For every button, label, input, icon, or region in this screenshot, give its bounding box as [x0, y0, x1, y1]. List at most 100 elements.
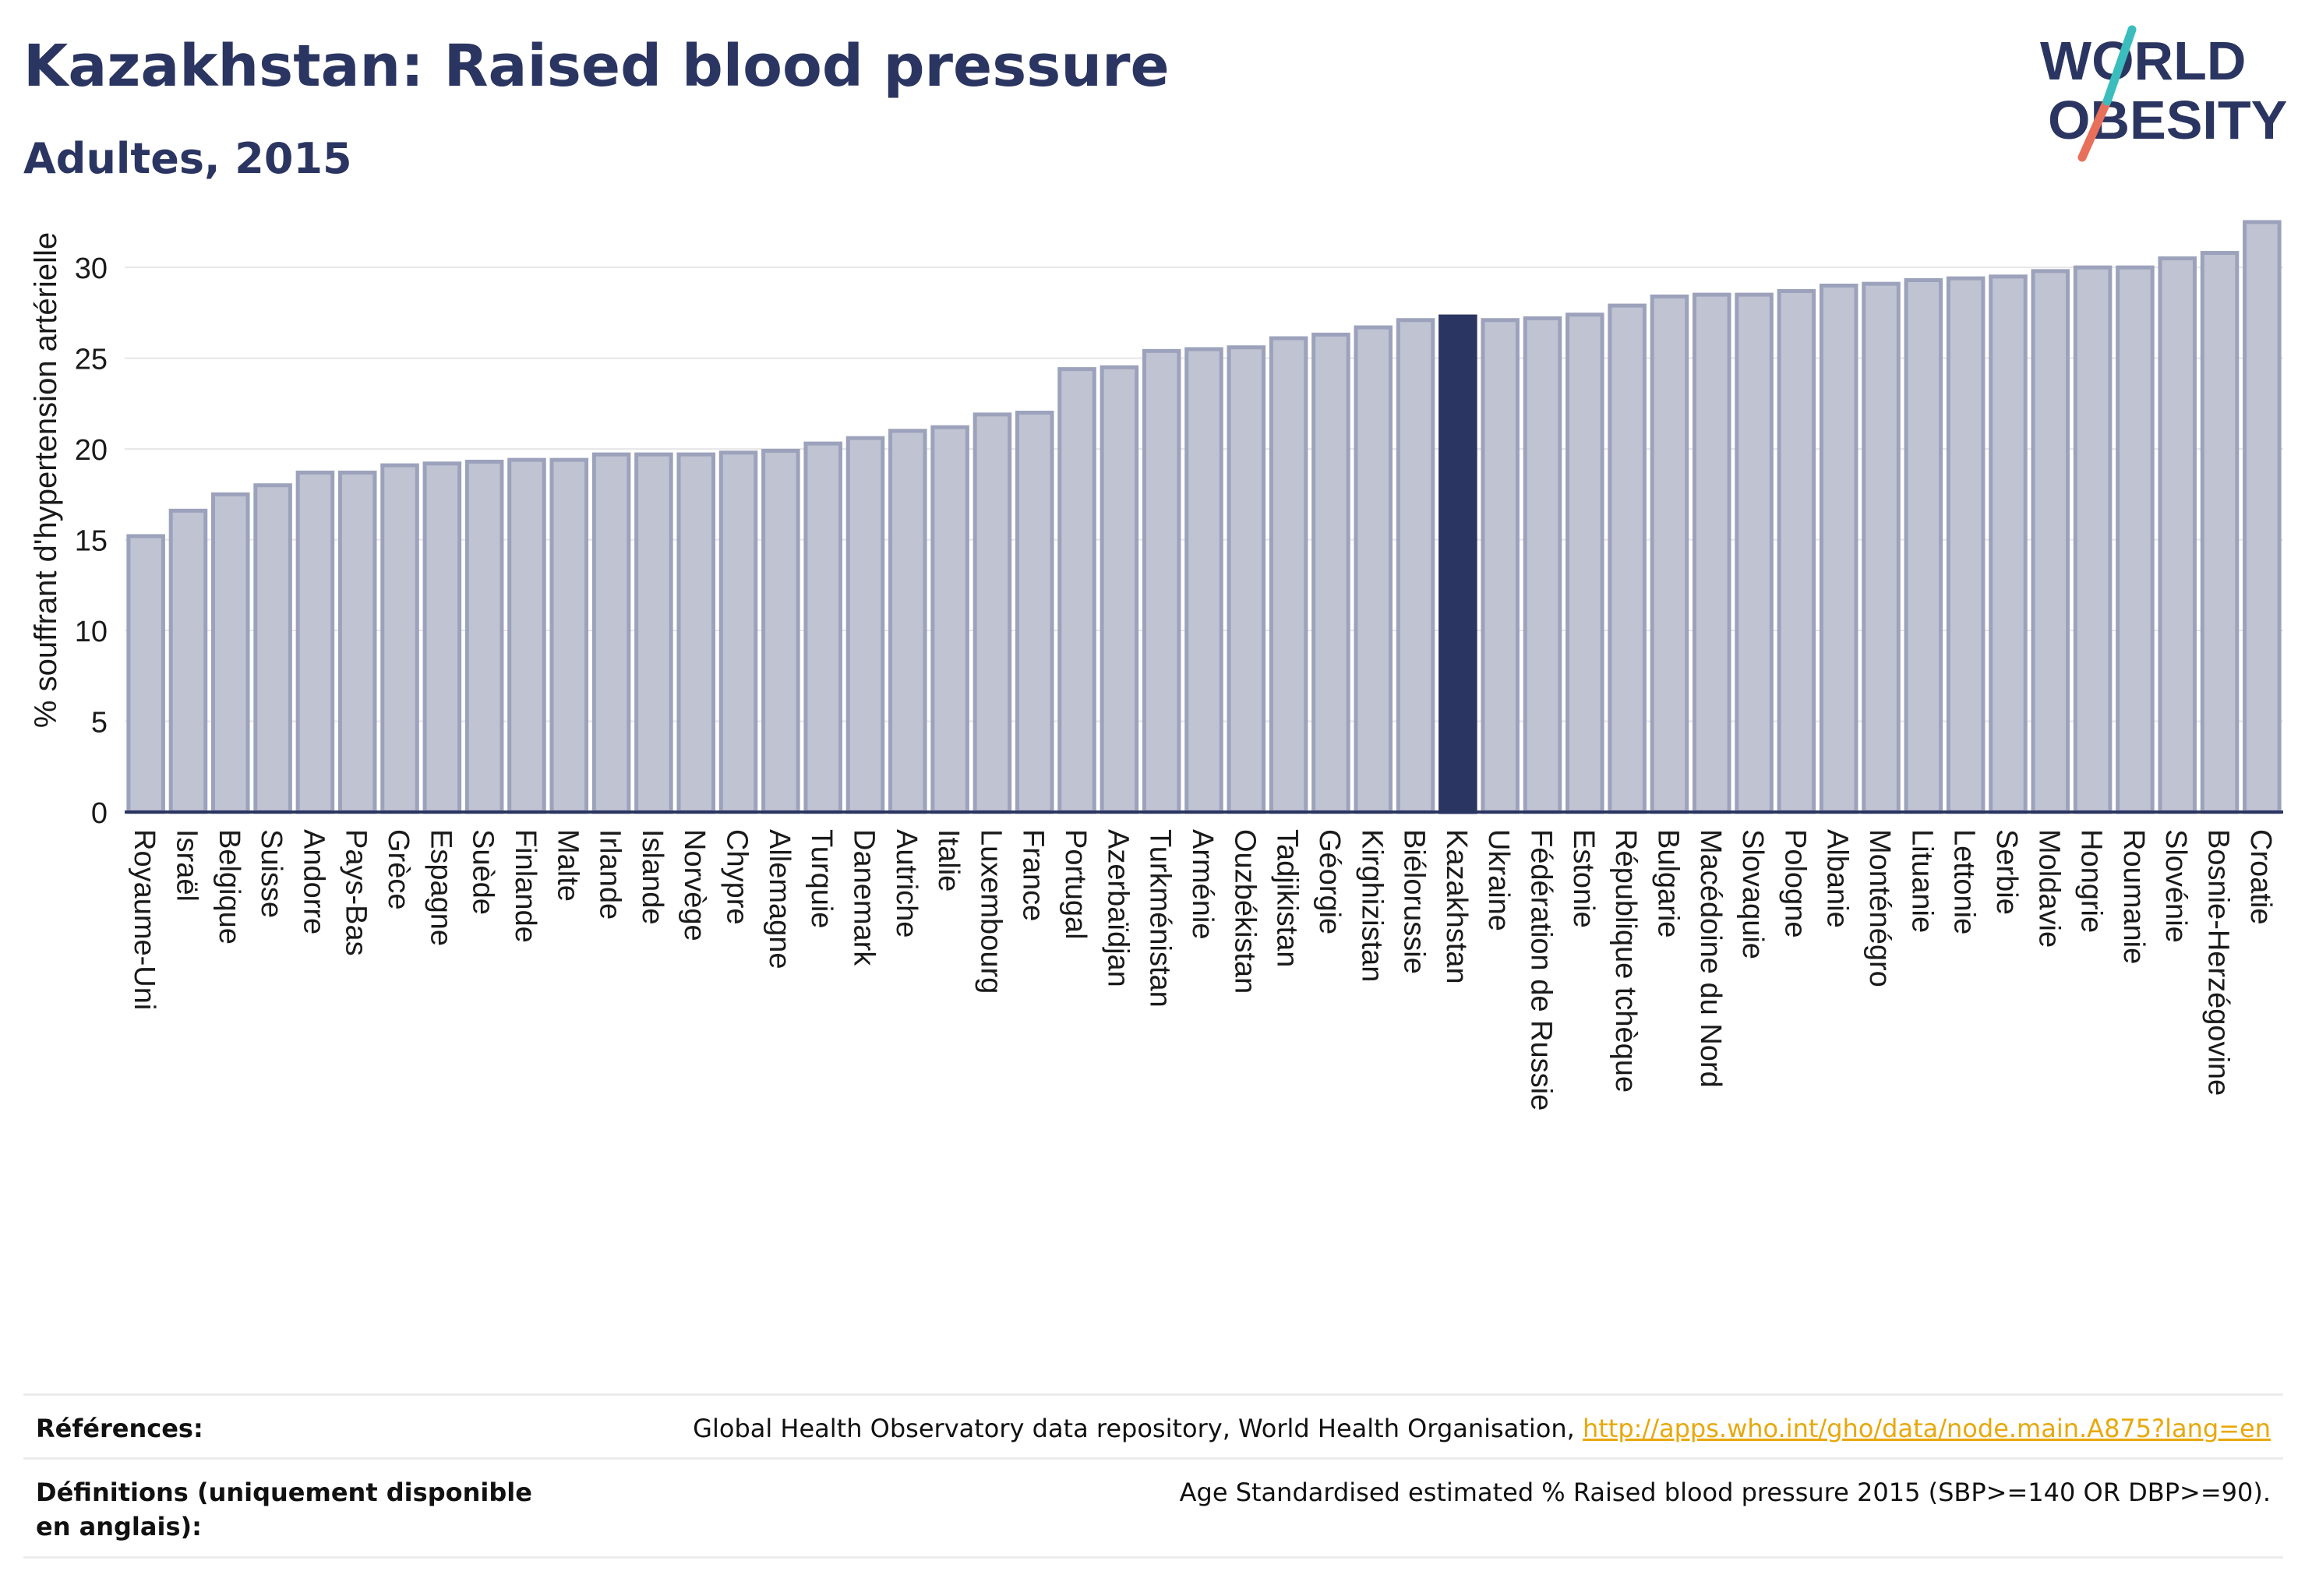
- references-text: Global Health Observatory data repositor…: [693, 1414, 1583, 1443]
- bar[interactable]: [211, 492, 250, 814]
- world-obesity-logo: WORLD OBESITY: [2040, 25, 2287, 162]
- y-tick-label: 25: [75, 344, 108, 376]
- x-tick-label: Irlande: [594, 829, 627, 920]
- x-tick-label: Kirghizistan: [1355, 829, 1388, 982]
- bar[interactable]: [1311, 332, 1350, 814]
- bar[interactable]: [1015, 411, 1054, 814]
- x-tick-label: Chypre: [721, 829, 754, 925]
- bar[interactable]: [845, 436, 885, 814]
- y-tick-label: 20: [75, 434, 108, 467]
- bar[interactable]: [1650, 294, 1689, 814]
- bar[interactable]: [126, 534, 165, 814]
- bar[interactable]: [549, 457, 589, 814]
- references-label: Références:: [36, 1414, 203, 1443]
- bar[interactable]: [1946, 276, 1986, 814]
- definitions-row: Définitions (uniquement disponible en an…: [23, 1457, 2283, 1559]
- bar[interactable]: [295, 470, 335, 814]
- bar[interactable]: [1354, 325, 1393, 814]
- references-link[interactable]: http://apps.who.int/gho/data/node.main.A…: [1582, 1414, 2271, 1443]
- chart-subtitle: Adultes, 2015: [23, 134, 352, 183]
- bar[interactable]: [930, 425, 969, 814]
- x-tick-label: Malte: [551, 829, 584, 902]
- bar[interactable]: [972, 412, 1012, 814]
- x-tick-label: Serbie: [1990, 829, 2023, 915]
- bar[interactable]: [1184, 347, 1223, 814]
- bar[interactable]: [2200, 251, 2240, 814]
- bars: [126, 220, 2282, 814]
- x-tick-label: Bulgarie: [1651, 829, 1684, 937]
- x-tick-label: Lettonie: [1948, 829, 1981, 934]
- bar[interactable]: [1481, 318, 1520, 814]
- x-axis-ticks: Royaume-Uni Israël Belgique Suisse Andorre Pa…: [128, 829, 2277, 1110]
- bar[interactable]: [2243, 220, 2282, 814]
- bar[interactable]: [634, 452, 673, 814]
- y-tick-label: 10: [75, 616, 108, 648]
- bar[interactable]: [1989, 274, 2028, 814]
- bar[interactable]: [1904, 277, 1943, 814]
- x-tick-label: Azerbaïdjan: [1101, 829, 1134, 987]
- bar[interactable]: [1057, 367, 1096, 814]
- x-tick-label: Ouzbékistan: [1228, 829, 1261, 994]
- x-tick-label: Hongrie: [2075, 829, 2108, 933]
- y-axis-label: % souffrant d'hypertension artérielle: [29, 232, 63, 728]
- bar[interactable]: [761, 448, 800, 814]
- x-tick-label: Croatie: [2244, 829, 2277, 925]
- x-tick-label: Finlande: [509, 829, 542, 943]
- bar[interactable]: [1269, 336, 1308, 814]
- bar[interactable]: [1396, 318, 1435, 814]
- bar[interactable]: [2073, 265, 2113, 814]
- definitions-value: Age Standardised estimated % Raised bloo…: [1179, 1478, 2271, 1507]
- x-tick-label: Biélorussie: [1398, 829, 1431, 974]
- x-tick-label: Suisse: [255, 829, 288, 918]
- bar[interactable]: [2116, 265, 2155, 814]
- bar[interactable]: [1523, 316, 1562, 814]
- bar[interactable]: [1227, 345, 1266, 814]
- references-value: Global Health Observatory data repositor…: [693, 1411, 2271, 1446]
- x-tick-label: Macédoine du Nord: [1694, 829, 1727, 1088]
- bar-chart: 0 5 10 15 20 25 30 Royaume-Uni Israël Belgique Su…: [29, 220, 2283, 1110]
- bar[interactable]: [1100, 365, 1139, 814]
- x-tick-label: République tchèque: [1609, 829, 1642, 1093]
- bar[interactable]: [464, 459, 504, 814]
- y-tick-label: 0: [91, 797, 108, 830]
- bar[interactable]: [1777, 288, 1816, 814]
- bar[interactable]: [507, 457, 546, 814]
- y-tick-label: 30: [75, 252, 108, 285]
- bar[interactable]: [1692, 292, 1731, 814]
- chart-title: Kazakhstan: Raised blood pressure: [23, 33, 1170, 100]
- x-tick-label: Monténégro: [1863, 829, 1896, 987]
- bar[interactable]: [888, 429, 927, 814]
- bar[interactable]: [676, 452, 716, 814]
- x-tick-label: Slovaquie: [1736, 829, 1769, 959]
- bar[interactable]: [380, 463, 419, 814]
- slash-logo-mark-icon: [2077, 25, 2137, 162]
- bar[interactable]: [253, 483, 292, 814]
- bar[interactable]: [422, 461, 462, 814]
- bar[interactable]: [2031, 269, 2070, 814]
- x-tick-label: Autriche: [890, 829, 923, 937]
- bar[interactable]: [1735, 292, 1774, 814]
- x-tick-label: Roumanie: [2117, 829, 2150, 964]
- bar[interactable]: [1565, 312, 1604, 814]
- x-tick-label: Italie: [932, 829, 965, 892]
- bar[interactable]: [718, 450, 758, 814]
- footer: Références: Global Health Observatory da…: [23, 1393, 2283, 1565]
- x-tick-label: Estonie: [1567, 829, 1600, 928]
- x-tick-label: Danemark: [847, 829, 880, 966]
- bar[interactable]: [337, 470, 377, 814]
- bar[interactable]: [1608, 303, 1647, 814]
- bar[interactable]: [2158, 256, 2197, 814]
- bar[interactable]: [803, 441, 842, 814]
- bar[interactable]: [591, 452, 631, 814]
- bar-highlighted[interactable]: [1438, 314, 1477, 814]
- y-axis-ticks: 0 5 10 15 20 25 30: [75, 252, 108, 830]
- x-tick-label: Slovénie: [2159, 829, 2192, 943]
- x-tick-label: Ukraine: [1482, 829, 1515, 931]
- bar[interactable]: [1142, 348, 1181, 814]
- bar[interactable]: [168, 508, 208, 814]
- bar[interactable]: [1819, 283, 1858, 814]
- x-tick-label: Pays-Bas: [340, 829, 372, 956]
- bar[interactable]: [1862, 281, 1901, 814]
- x-tick-label: Pologne: [1778, 829, 1811, 937]
- x-tick-label: Suède: [467, 829, 499, 915]
